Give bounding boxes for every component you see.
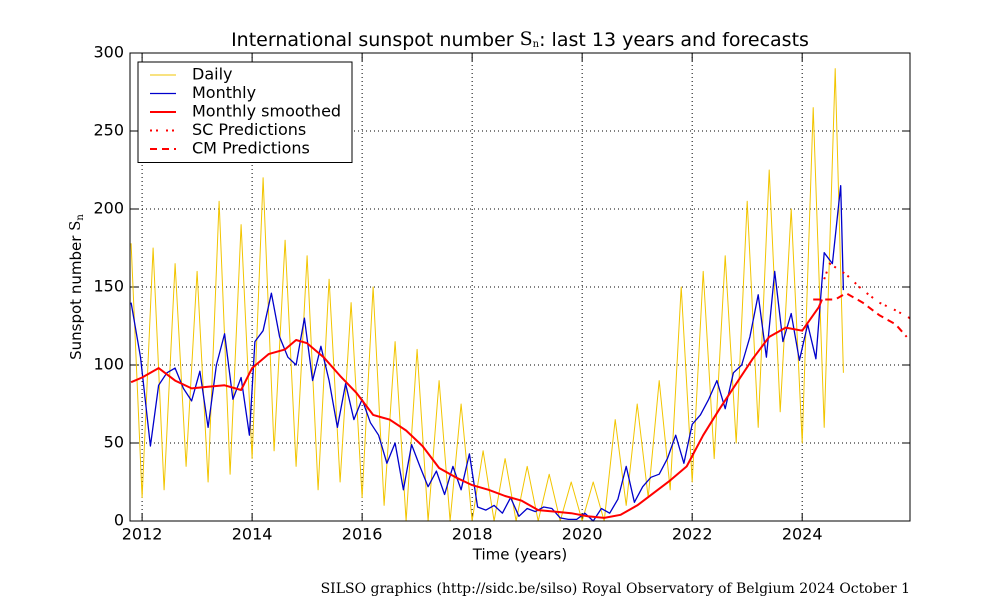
x-tick-label: 2014 — [232, 525, 273, 544]
text-part: n — [533, 39, 540, 50]
text-part: International sunspot number — [231, 29, 520, 51]
legend-label: CM Predictions — [192, 139, 310, 158]
y-tick-label: 300 — [93, 43, 124, 62]
legend-label: Monthly — [192, 83, 256, 102]
x-tick-label: 2012 — [122, 525, 163, 544]
series-line — [813, 292, 908, 338]
x-tick-label: 2016 — [342, 525, 383, 544]
text-part: Sunspot number — [67, 231, 85, 360]
legend-label: SC Predictions — [192, 120, 306, 139]
y-tick-label: 0 — [114, 511, 124, 530]
legend-label: Monthly smoothed — [192, 102, 341, 121]
y-tick-label: 150 — [93, 277, 124, 296]
legend-label: Daily — [192, 65, 232, 84]
x-axis-label: Time (years) — [472, 546, 567, 564]
series-line — [823, 262, 911, 320]
series-line — [130, 299, 823, 519]
y-tick-label: 100 — [93, 355, 124, 374]
x-tick-label: 2024 — [782, 525, 823, 544]
plot-frame — [129, 52, 911, 522]
y-tick-label: 50 — [104, 433, 124, 452]
x-tick-label: 2022 — [672, 525, 713, 544]
text-part: S — [66, 221, 84, 231]
x-tick-label: 2018 — [452, 525, 493, 544]
text-part: n — [75, 214, 86, 221]
text-part: : last 13 years and forecasts — [539, 29, 809, 51]
chart-title: International sunspot number Sn: last 13… — [231, 28, 809, 51]
y-axis-label: Sunspot number Sn — [66, 214, 86, 360]
text-part: S — [520, 28, 533, 50]
footer: SILSO graphics (http://sidc.be/silso) Ro… — [321, 581, 910, 597]
x-tick-label: 2020 — [562, 525, 603, 544]
y-tick-label: 200 — [93, 199, 124, 218]
y-tick-label: 250 — [93, 121, 124, 140]
series-line — [130, 184, 845, 522]
